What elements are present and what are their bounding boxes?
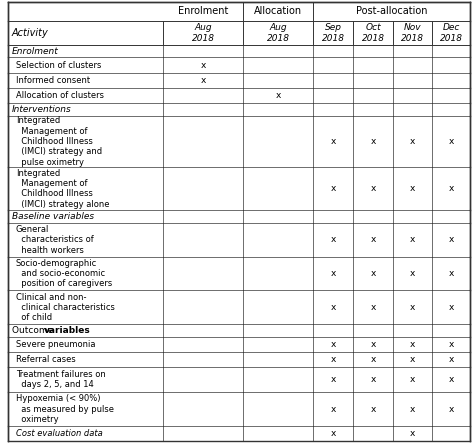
Text: x: x (448, 355, 454, 364)
Text: x: x (330, 235, 336, 244)
Text: Socio-demographic
  and socio-economic
  position of caregivers: Socio-demographic and socio-economic pos… (16, 259, 112, 288)
Text: x: x (370, 340, 376, 349)
Text: Post-allocation: Post-allocation (356, 7, 427, 16)
Text: x: x (370, 405, 376, 414)
Text: Sep
2018: Sep 2018 (321, 23, 345, 43)
Text: Nov
2018: Nov 2018 (401, 23, 424, 43)
Text: Treatment failures on
  days 2, 5, and 14: Treatment failures on days 2, 5, and 14 (16, 370, 106, 389)
Text: x: x (410, 235, 415, 244)
Text: Enrolment: Enrolment (178, 7, 228, 16)
Text: Activity: Activity (12, 28, 49, 38)
Text: x: x (201, 61, 206, 69)
Text: x: x (448, 405, 454, 414)
Text: Allocation: Allocation (254, 7, 302, 16)
Text: x: x (370, 235, 376, 244)
Text: x: x (410, 405, 415, 414)
Text: Selection of clusters: Selection of clusters (16, 61, 101, 69)
Text: Oct
2018: Oct 2018 (362, 23, 384, 43)
Text: Aug
2018: Aug 2018 (191, 23, 215, 43)
Text: x: x (410, 375, 415, 384)
Text: x: x (410, 137, 415, 146)
Text: Interventions: Interventions (12, 105, 72, 114)
Text: x: x (448, 184, 454, 193)
Text: x: x (330, 429, 336, 438)
Text: x: x (201, 76, 206, 85)
Text: Outcome: Outcome (12, 326, 56, 335)
Text: variables: variables (44, 326, 91, 335)
Text: x: x (370, 137, 376, 146)
Text: x: x (370, 375, 376, 384)
Text: x: x (330, 405, 336, 414)
Text: x: x (410, 269, 415, 278)
Text: x: x (448, 235, 454, 244)
Text: x: x (330, 184, 336, 193)
Text: x: x (370, 303, 376, 312)
Text: x: x (448, 269, 454, 278)
Text: Enrolment: Enrolment (12, 47, 59, 56)
Text: x: x (330, 137, 336, 146)
Text: x: x (410, 355, 415, 364)
Text: x: x (410, 303, 415, 312)
Text: x: x (330, 269, 336, 278)
Text: Integrated
  Management of
  Childhood Illness
  (IMCI) strategy and
  pulse oxi: Integrated Management of Childhood Illne… (16, 116, 102, 167)
Text: x: x (330, 340, 336, 349)
Text: Integrated
  Management of
  Childhood Illness
  (IMCI) strategy alone: Integrated Management of Childhood Illne… (16, 169, 109, 209)
Text: x: x (275, 91, 281, 100)
Text: Referral cases: Referral cases (16, 355, 76, 364)
Text: x: x (370, 184, 376, 193)
Text: x: x (330, 303, 336, 312)
Text: x: x (370, 355, 376, 364)
Text: x: x (330, 375, 336, 384)
Text: Hypoxemia (< 90%)
  as measured by pulse
  oximetry: Hypoxemia (< 90%) as measured by pulse o… (16, 394, 114, 424)
Text: x: x (448, 340, 454, 349)
Text: x: x (448, 303, 454, 312)
Text: Cost evaluation data: Cost evaluation data (16, 429, 103, 438)
Text: x: x (448, 137, 454, 146)
Text: x: x (410, 429, 415, 438)
Text: x: x (410, 184, 415, 193)
Text: Baseline variables: Baseline variables (12, 212, 94, 221)
Text: x: x (410, 340, 415, 349)
Text: x: x (330, 355, 336, 364)
Text: Aug
2018: Aug 2018 (266, 23, 290, 43)
Text: Allocation of clusters: Allocation of clusters (16, 91, 104, 100)
Text: x: x (370, 269, 376, 278)
Text: Clinical and non-
  clinical characteristics
  of child: Clinical and non- clinical characteristi… (16, 292, 115, 322)
Text: Severe pneumonia: Severe pneumonia (16, 340, 95, 349)
Text: x: x (448, 375, 454, 384)
Text: Informed consent: Informed consent (16, 76, 90, 85)
Text: Dec
2018: Dec 2018 (439, 23, 463, 43)
Text: General
  characteristics of
  health workers: General characteristics of health worker… (16, 225, 94, 255)
